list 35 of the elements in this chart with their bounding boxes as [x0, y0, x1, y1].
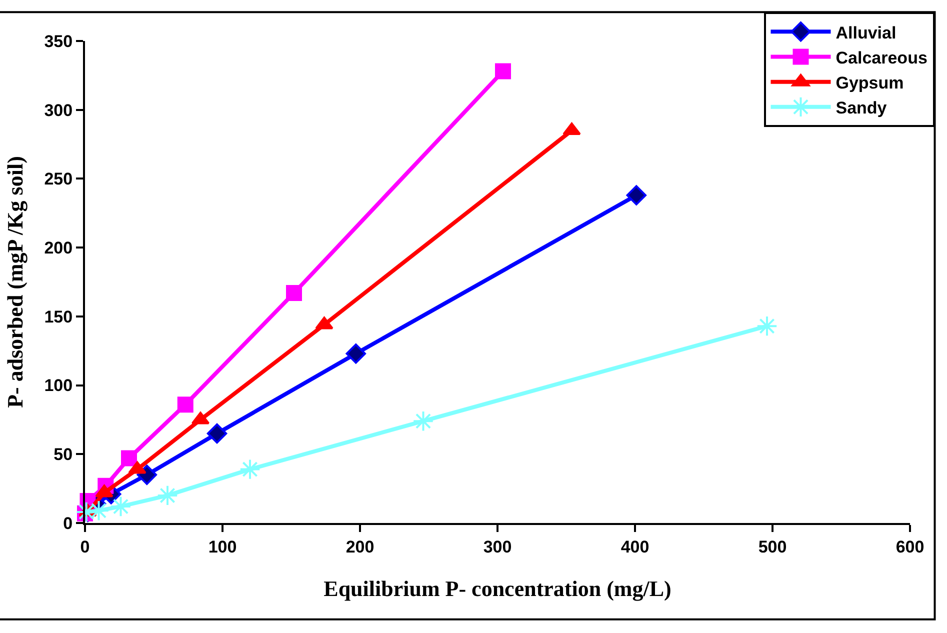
point	[88, 500, 110, 522]
y-tick-label: 150	[44, 307, 73, 326]
x-tick-label: 0	[80, 537, 90, 556]
legend-label: Gypsum	[836, 73, 904, 92]
point	[239, 458, 261, 480]
point	[121, 450, 137, 466]
y-tick-label: 0	[63, 514, 73, 533]
y-tick-label: 350	[44, 32, 73, 51]
x-tick-label: 100	[208, 537, 237, 556]
point	[177, 396, 194, 413]
x-tick-label: 300	[483, 537, 512, 556]
x-tick-label: 500	[758, 537, 787, 556]
legend-label: Calcareous	[836, 48, 928, 68]
y-tick-label: 300	[44, 100, 73, 120]
x-tick-label: 600	[896, 537, 924, 556]
y-tick-label: 100	[44, 376, 73, 396]
point	[756, 315, 778, 337]
x-tick-label: 400	[620, 537, 650, 556]
point	[110, 496, 132, 518]
y-tick-label: 250	[44, 170, 73, 189]
x-axis-title: Equilibrium P- concentration (mg/L)	[324, 576, 672, 601]
x-tick-label: 200	[346, 537, 374, 556]
point	[626, 185, 646, 206]
point	[286, 285, 302, 302]
point	[495, 63, 511, 80]
point	[206, 423, 228, 444]
y-tick-label: 200	[44, 238, 73, 258]
y-axis-title: P- adsorbed (mgP /Kg soil)	[2, 156, 28, 408]
legend-label: Alluvial	[836, 23, 896, 42]
point	[412, 410, 434, 432]
legend-label: Sandy	[836, 98, 888, 118]
point	[346, 344, 366, 364]
point	[562, 122, 581, 136]
y-tick-label: 50	[54, 445, 73, 464]
point	[156, 484, 178, 506]
